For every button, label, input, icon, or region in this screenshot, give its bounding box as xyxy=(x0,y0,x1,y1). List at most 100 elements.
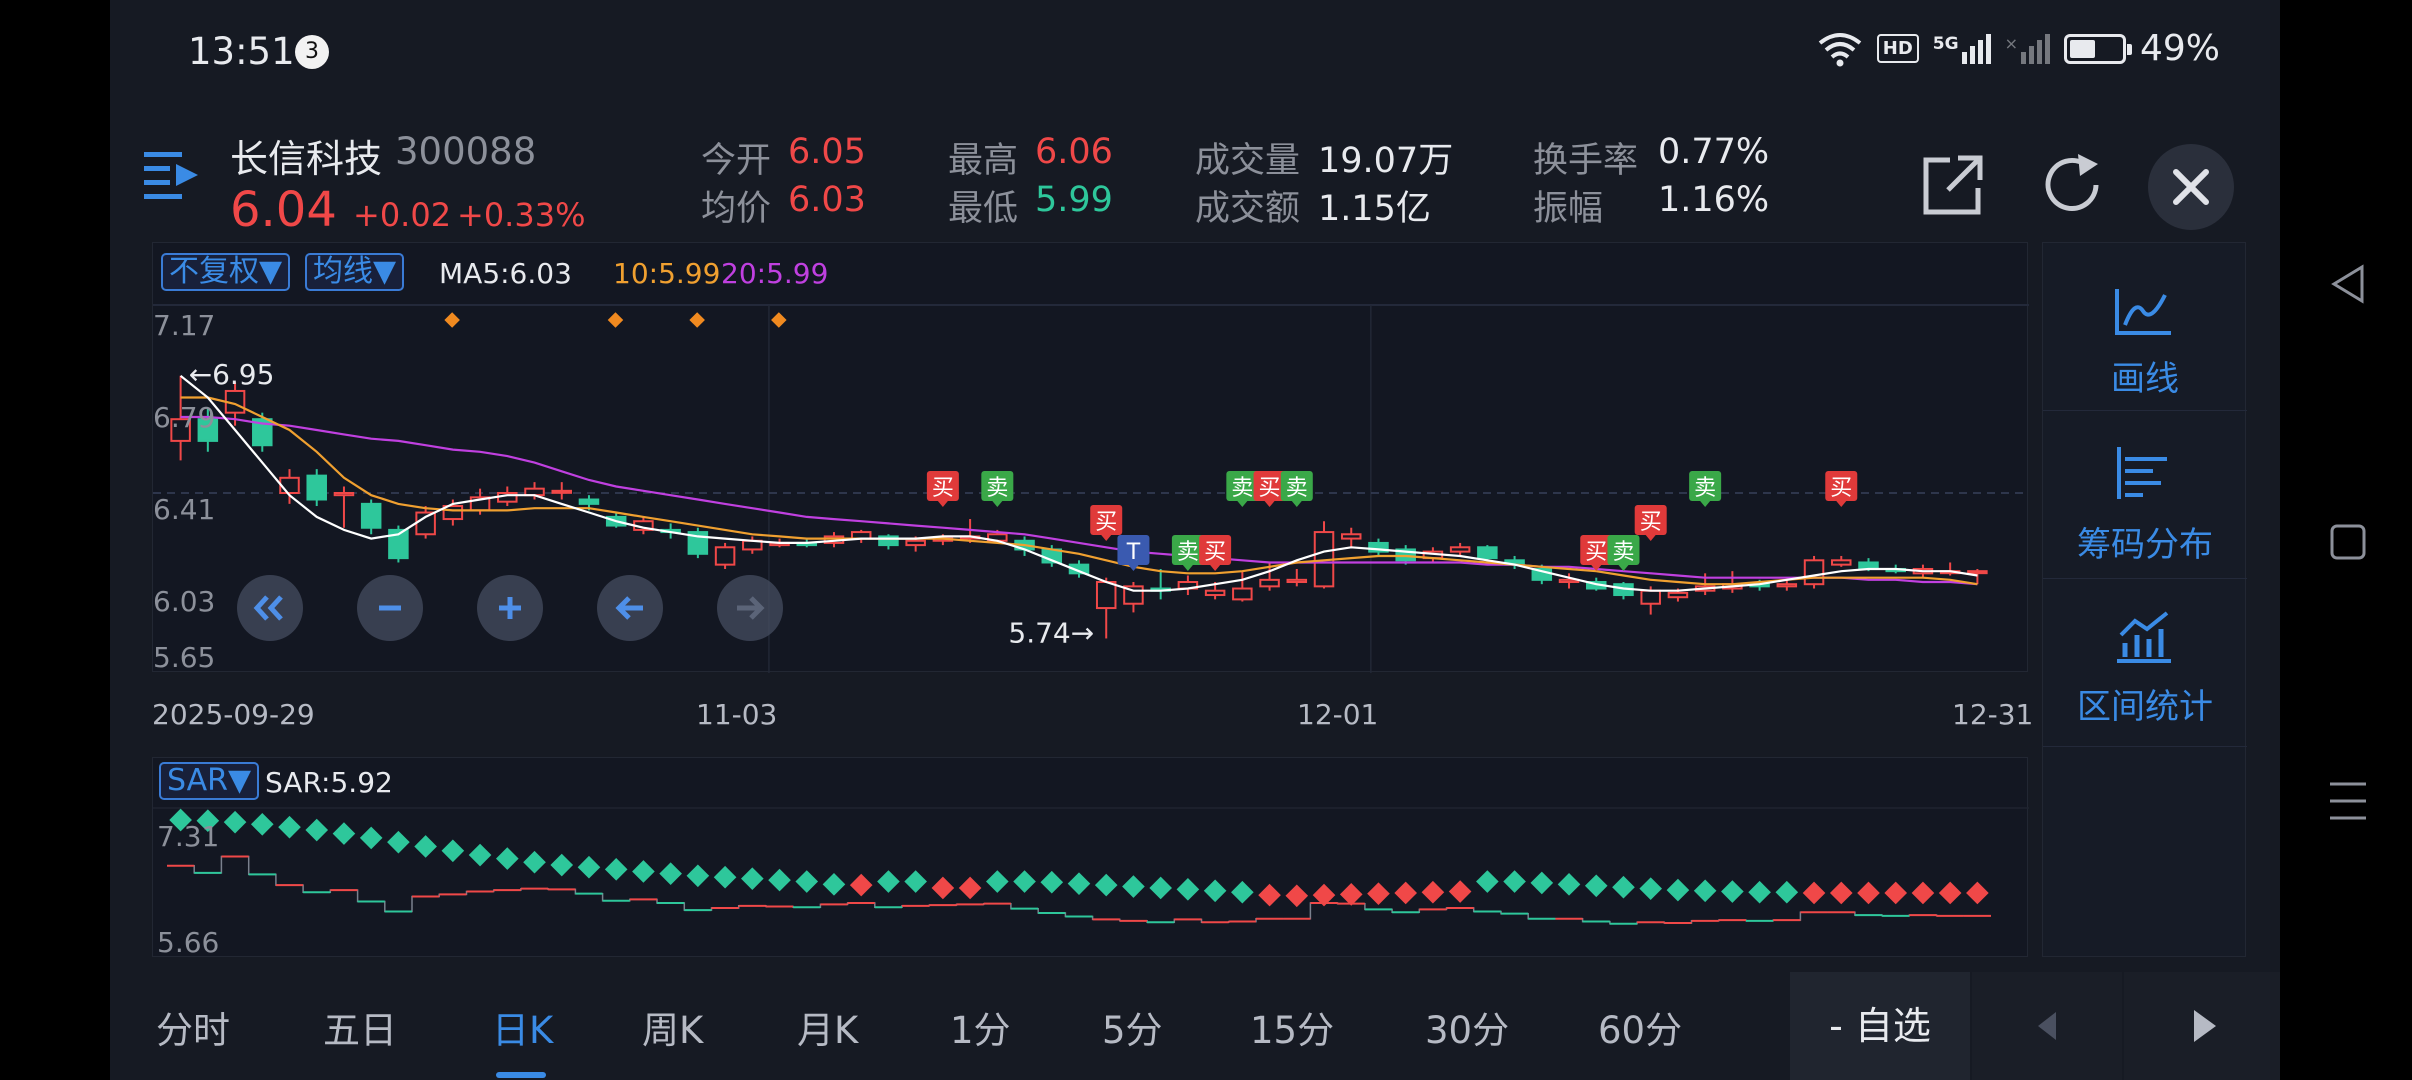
signal-sell-marker[interactable]: 卖 xyxy=(1280,471,1313,507)
candle[interactable] xyxy=(1449,542,1471,556)
candle[interactable] xyxy=(1831,555,1852,567)
remove-from-watchlist-button[interactable]: - 自选 xyxy=(1790,972,1970,1080)
candle[interactable] xyxy=(197,408,219,452)
sar-indicator-panel[interactable]: SAR▼ SAR:5.92 7.31 5.66 xyxy=(152,757,2029,959)
candle[interactable] xyxy=(252,412,273,452)
candle-body xyxy=(551,489,573,494)
candle[interactable] xyxy=(1177,575,1199,596)
scroll-left-button[interactable] xyxy=(597,575,663,641)
signal-buy-marker[interactable]: 买 xyxy=(1580,535,1613,571)
sar-chart xyxy=(153,807,2029,925)
close-button[interactable] xyxy=(2148,144,2234,230)
indicator-selector[interactable]: 均线▼ xyxy=(305,253,405,291)
kline-chart[interactable]: ←6.955.74→买 卖买T 卖买卖买卖买 卖买卖买 xyxy=(153,243,2029,673)
candle[interactable] xyxy=(360,499,382,535)
signal-sell-marker[interactable]: 卖 xyxy=(1226,471,1259,507)
candle[interactable] xyxy=(1803,555,1825,589)
candle[interactable] xyxy=(714,542,736,569)
event-dot-1[interactable] xyxy=(607,312,624,328)
amount-value: 1.15亿 xyxy=(1318,189,1431,229)
signal-sell-marker[interactable]: 卖 xyxy=(1171,535,1204,571)
candle[interactable] xyxy=(1340,527,1362,548)
tab-five-day[interactable]: 五日 xyxy=(323,1009,397,1052)
candle[interactable] xyxy=(388,525,409,563)
network-type-label: 5G xyxy=(1932,33,1959,54)
candle[interactable] xyxy=(742,536,763,554)
y-axis-label-top: 7.17 xyxy=(153,309,216,342)
sar-point xyxy=(250,812,274,836)
signal-label: 卖 xyxy=(1286,476,1308,501)
candle[interactable] xyxy=(1776,579,1798,591)
candle[interactable] xyxy=(551,482,573,500)
interval-stats-tool[interactable]: 区间统计 xyxy=(2043,579,2247,747)
tab-daily-k[interactable]: 日K xyxy=(492,1009,554,1052)
event-dot-2[interactable] xyxy=(689,312,705,328)
share-external-icon[interactable] xyxy=(1918,150,1988,220)
tab-intraday[interactable]: 分时 xyxy=(156,1009,230,1052)
home-nav-icon[interactable] xyxy=(2330,524,2366,560)
tab-30min[interactable]: 30分 xyxy=(1425,1009,1510,1052)
sar-selector[interactable]: SAR▼ xyxy=(159,762,260,800)
refresh-icon[interactable] xyxy=(2038,150,2108,220)
candle[interactable] xyxy=(1123,582,1144,613)
candle[interactable] xyxy=(1722,571,1743,593)
sar-y-label-bottom: 5.66 xyxy=(157,926,220,959)
signal-buy-marker[interactable]: 买 xyxy=(1634,505,1667,541)
event-dot-3[interactable] xyxy=(771,312,787,328)
signal-t-marker[interactable]: T xyxy=(1117,535,1150,571)
scroll-to-start-button[interactable] xyxy=(237,575,303,641)
system-navigation-bar xyxy=(2280,0,2412,1080)
zoom-out-button[interactable] xyxy=(357,575,423,641)
signal-buy-marker[interactable]: 买 xyxy=(926,471,959,507)
current-price: 6.04 xyxy=(230,182,337,238)
candle[interactable] xyxy=(1395,545,1416,565)
adjust-selector[interactable]: 不复权▼ xyxy=(161,253,291,291)
zoom-in-button[interactable] xyxy=(477,575,543,641)
candle[interactable] xyxy=(1967,568,1988,585)
candle[interactable] xyxy=(1232,571,1253,602)
candle[interactable] xyxy=(1368,538,1389,556)
sar-point xyxy=(1557,873,1581,896)
candle[interactable] xyxy=(1286,568,1308,587)
candle[interactable] xyxy=(1613,582,1634,600)
signal-buy-marker[interactable]: 买 xyxy=(1825,471,1858,507)
signal-buy-marker[interactable]: 买 xyxy=(1253,471,1286,507)
candle[interactable] xyxy=(306,469,327,507)
next-stock-button[interactable] xyxy=(2124,972,2280,1080)
stock-code: 300088 xyxy=(395,130,537,173)
back-nav-icon[interactable] xyxy=(2330,264,2366,304)
tab-5min[interactable]: 5分 xyxy=(1102,1009,1163,1052)
candle[interactable] xyxy=(1150,568,1171,600)
draw-line-tool[interactable]: 画线 xyxy=(2043,243,2247,411)
previous-stock-button[interactable] xyxy=(1972,972,2122,1080)
kline-chart-panel[interactable]: ←6.95 5.74→ 买卖买 T 卖买卖买卖买卖买卖买 不复权▼ 均线▼ MA5:6.… xyxy=(152,242,2029,674)
candle[interactable] xyxy=(1068,560,1090,578)
sar-point xyxy=(713,865,737,889)
scroll-right-button[interactable] xyxy=(717,575,783,641)
signal-sell-marker[interactable]: 卖 xyxy=(1689,471,1722,507)
candle[interactable] xyxy=(1095,577,1117,639)
signal-buy-marker[interactable]: 买 xyxy=(1199,535,1232,571)
event-dot-0[interactable] xyxy=(444,312,460,328)
x-axis-label-1: 2025-09-29 xyxy=(152,698,315,731)
avg-value: 6.03 xyxy=(788,180,866,220)
stock-list-menu-icon[interactable] xyxy=(144,148,200,200)
turnover-value: 0.77% xyxy=(1658,132,1770,172)
candle[interactable] xyxy=(850,529,872,543)
recents-nav-icon[interactable] xyxy=(2328,780,2368,822)
candle-body xyxy=(306,474,327,501)
chip-distribution-tool[interactable]: 筹码分布 xyxy=(2043,411,2247,579)
candle[interactable] xyxy=(1939,562,1961,576)
candle[interactable] xyxy=(878,534,899,550)
signal-sell-marker[interactable]: 卖 xyxy=(1607,535,1640,571)
tab-15min[interactable]: 15分 xyxy=(1250,1009,1335,1052)
signal-buy-marker[interactable]: 买 xyxy=(1090,505,1123,541)
tab-monthly-k[interactable]: 月K xyxy=(797,1009,859,1052)
tab-60min[interactable]: 60分 xyxy=(1598,1009,1683,1052)
signal-sell-marker[interactable]: 卖 xyxy=(981,471,1014,507)
candle[interactable] xyxy=(687,527,709,559)
candle[interactable] xyxy=(333,486,355,528)
candle[interactable] xyxy=(1313,521,1335,589)
tab-1min[interactable]: 1分 xyxy=(950,1009,1011,1052)
tab-weekly-k[interactable]: 周K xyxy=(642,1009,704,1052)
